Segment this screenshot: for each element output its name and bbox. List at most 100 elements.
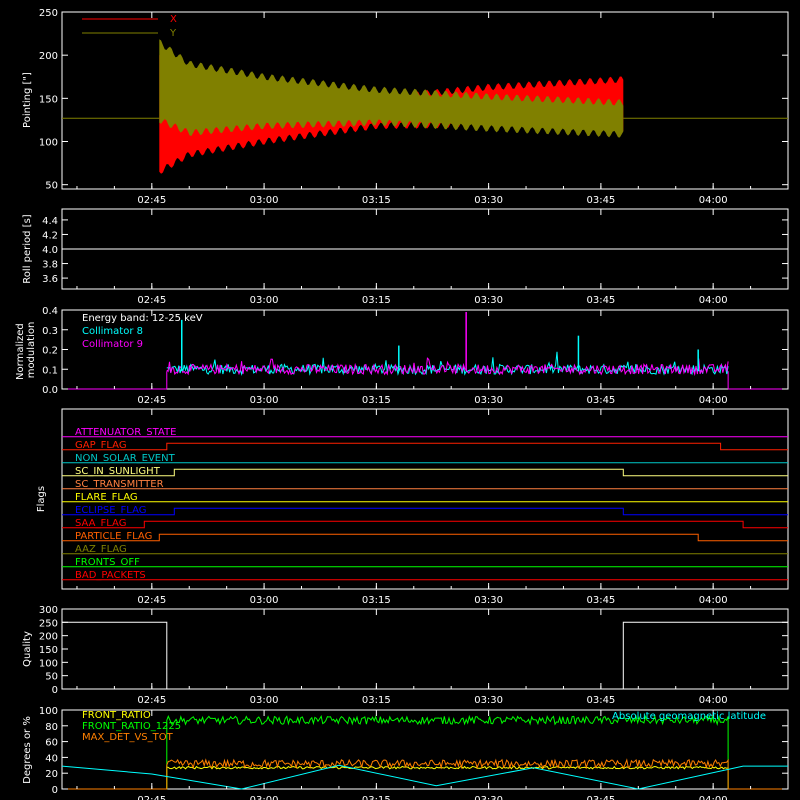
- panel-flags: ATTENUATOR_STATE GAP_FLAG NON_SOLAR_EVENT S…: [36, 408, 789, 606]
- y-tick-label: 20: [45, 769, 58, 780]
- roll-axes: 02:45 03:00 03:15 03:30 03:45 04:00 3.6 3.8 4.0 4…: [42, 209, 788, 306]
- y-tick-label: 40: [45, 753, 58, 764]
- pointing-ylabel: Pointing ["]: [22, 72, 33, 128]
- x-tick-label: 03:30: [474, 195, 503, 206]
- panel-pointing: 02:45 03:00 03:15 03:30 03:45 04:00 50 100 150 20…: [22, 8, 789, 206]
- x-tick-label: 03:30: [474, 595, 503, 606]
- legend-front-ratio-1225: FRONT_RATIO_1225: [82, 721, 181, 732]
- x-tick-label: 02:45: [137, 595, 166, 606]
- pointing-legend: X Y: [82, 14, 177, 39]
- annotation-geomagnetic-latitude: Absolute geomagnetic latitude: [612, 711, 766, 722]
- pointing-axes: 02:45 03:00 03:15 03:30 03:45 04:00 50 100 150 20…: [39, 8, 788, 206]
- modulation-collimator-9: [166, 357, 729, 377]
- ratio-series-0: [62, 765, 788, 790]
- flag-label: ATTENUATOR_STATE: [75, 427, 176, 438]
- ratios-legend: FRONT_RATIO FRONT_RATIO_1225 MAX_DET_VS_…: [82, 710, 766, 743]
- quality-line: [62, 621, 788, 690]
- y-tick-label: 200: [39, 632, 58, 643]
- x-tick-label: 03:30: [474, 795, 503, 800]
- ratio-series-geomagnetic-latitude: [61, 764, 788, 790]
- panel-modulation: 02:45 03:00 03:15 03:30 03:45 04:00 0.0 0.1 0.2 0…: [15, 306, 789, 406]
- x-tick-label: 03:30: [474, 395, 503, 406]
- legend-collimator-8: Collimator 8: [82, 326, 143, 337]
- flags-ylabel: Flags: [36, 486, 47, 512]
- x-tick-label: 03:45: [586, 795, 615, 800]
- x-tick-label: 03:45: [586, 395, 615, 406]
- x-tick-label: 03:15: [362, 395, 391, 406]
- x-tick-label: 03:15: [362, 695, 391, 706]
- quality-ylabel: Quality: [22, 631, 33, 667]
- flag-label: BAD_PACKETS: [75, 570, 146, 581]
- pointing-series-y: [159, 39, 624, 138]
- x-tick-label: 04:00: [699, 195, 728, 206]
- modulation-axes: 02:45 03:00 03:15 03:30 03:45 04:00 0.0 0.1 0.2 0…: [42, 306, 788, 406]
- y-tick-label: 0.0: [42, 385, 58, 396]
- legend-front-ratio: FRONT_RATIO: [82, 710, 151, 721]
- panel-quality: 02:45 03:00 03:15 03:30 03:45 04:00 0 50 100 150 2…: [22, 605, 789, 706]
- flag-label: NON_SOLAR_EVENT: [75, 453, 176, 464]
- modulation-ylabel: Normalized modulation: [15, 320, 37, 380]
- y-tick-label: 100: [39, 706, 58, 717]
- x-tick-label: 03:30: [474, 295, 503, 306]
- flag-label: GAP_FLAG: [75, 440, 127, 451]
- frame-flags: [61, 408, 789, 590]
- x-tick-label: 03:15: [362, 195, 391, 206]
- x-tick-label: 03:45: [586, 195, 615, 206]
- y-tick-label: 0: [52, 685, 58, 696]
- x-tick-label: 03:15: [362, 595, 391, 606]
- modulation-ylabel-line1: Normalized: [15, 323, 26, 380]
- ratio-series-2: [62, 758, 788, 790]
- flag-line: [62, 533, 788, 542]
- y-tick-label: 3.8: [42, 260, 58, 271]
- x-tick-label: 03:00: [250, 795, 279, 800]
- y-tick-label: 150: [39, 645, 58, 656]
- flag-line: [62, 520, 788, 529]
- x-tick-label: 02:45: [137, 295, 166, 306]
- frame-quality: [61, 608, 789, 690]
- y-tick-label: 150: [39, 94, 58, 105]
- flag-label: PARTICLE_FLAG: [75, 531, 152, 542]
- x-tick-label: 03:15: [362, 295, 391, 306]
- y-tick-label: 0.4: [42, 306, 58, 317]
- legend-y-label: Y: [169, 28, 177, 39]
- x-tick-label: 04:00: [699, 395, 728, 406]
- y-tick-label: 60: [45, 738, 58, 749]
- quality-series: [62, 621, 788, 690]
- x-tick-label: 03:45: [586, 595, 615, 606]
- pointing-series: [62, 39, 788, 174]
- y-tick-label: 300: [39, 605, 58, 616]
- flag-label: SAA_FLAG: [75, 518, 126, 529]
- x-tick-label: 02:45: [137, 795, 166, 800]
- legend-energy-band: Energy band: 12-25 keV: [82, 313, 203, 324]
- panel-roll: 02:45 03:00 03:15 03:30 03:45 04:00 3.6 3.8 4.0 4…: [22, 208, 789, 306]
- legend-x-label: X: [170, 14, 177, 25]
- y-tick-label: 100: [39, 138, 58, 149]
- flag-label: SC_TRANSMITTER: [75, 479, 164, 490]
- ratios-series: [61, 714, 788, 790]
- x-tick-label: 04:00: [699, 695, 728, 706]
- flag-label: SC_IN_SUNLIGHT: [75, 466, 161, 477]
- y-tick-label: 100: [39, 658, 58, 669]
- flag-line: [62, 468, 788, 477]
- flags-series: ATTENUATOR_STATE GAP_FLAG NON_SOLAR_EVENT S…: [62, 427, 788, 581]
- y-tick-label: 50: [45, 181, 58, 192]
- frame-pointing: [61, 11, 789, 190]
- y-tick-label: 0: [52, 785, 58, 796]
- x-tick-label: 03:00: [250, 295, 279, 306]
- ratios-ylabel: Degrees or %: [22, 716, 33, 784]
- x-tick-label: 03:00: [250, 595, 279, 606]
- y-tick-label: 250: [39, 618, 58, 629]
- roll-ylabel: Roll period [s]: [22, 214, 33, 283]
- x-tick-label: 03:00: [250, 395, 279, 406]
- y-tick-label: 4.0: [42, 245, 58, 256]
- x-tick-label: 03:45: [586, 295, 615, 306]
- x-tick-label: 04:00: [699, 595, 728, 606]
- x-tick-label: 03:45: [586, 695, 615, 706]
- flag-label: FLARE_FLAG: [75, 492, 138, 503]
- ratio-series-1: [62, 714, 788, 790]
- x-tick-label: 02:45: [137, 195, 166, 206]
- y-tick-label: 200: [39, 51, 58, 62]
- y-tick-label: 50: [45, 672, 58, 683]
- legend-collimator-9: Collimator 9: [82, 339, 143, 350]
